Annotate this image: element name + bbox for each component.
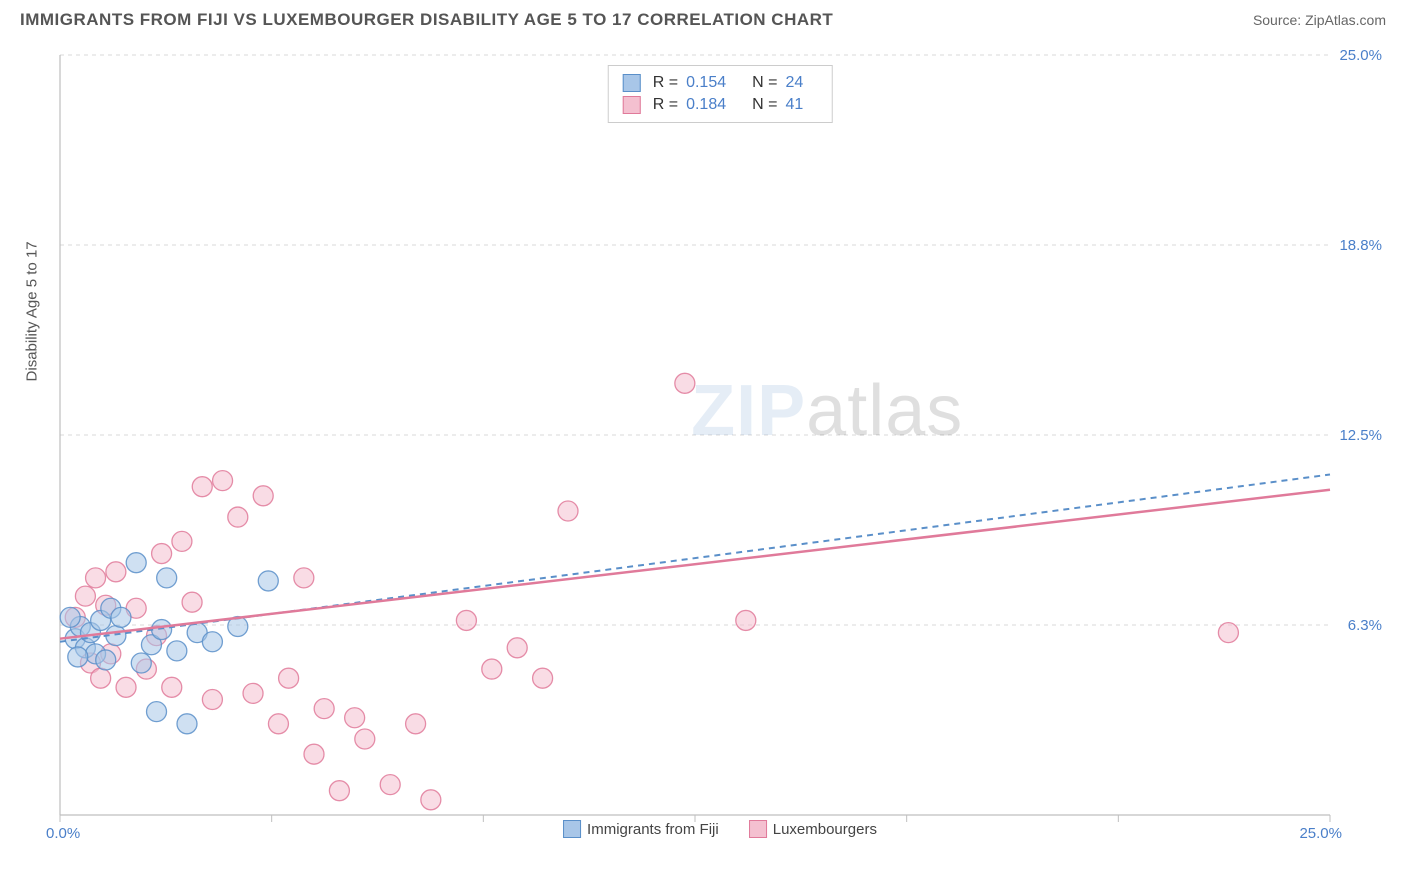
legend-label: Immigrants from Fiji (587, 821, 719, 838)
legend-swatch (623, 96, 641, 114)
stat-n-value: 24 (785, 74, 803, 92)
x-axis-max-label: 25.0% (1299, 825, 1342, 842)
series-legend: Immigrants from Fiji Luxembourgers (563, 820, 877, 838)
legend-swatch (623, 74, 641, 92)
stats-row: R = 0.154 N = 24 (623, 72, 818, 94)
stat-r-label: R = (653, 96, 678, 114)
legend-item: Luxembourgers (749, 820, 877, 838)
stat-r-label: R = (653, 74, 678, 92)
chart-source: Source: ZipAtlas.com (1253, 12, 1386, 28)
chart-header: IMMIGRANTS FROM FIJI VS LUXEMBOURGER DIS… (0, 0, 1406, 38)
legend-swatch (563, 820, 581, 838)
x-axis-min-label: 0.0% (46, 825, 80, 842)
stats-row: R = 0.184 N = 41 (623, 94, 818, 116)
legend-swatch (749, 820, 767, 838)
stat-n-value: 41 (785, 96, 803, 114)
stat-r-value: 0.184 (686, 96, 726, 114)
stat-n-label: N = (752, 74, 777, 92)
scatter-plot: 6.3% 12.5% 18.8% 25.0% (50, 45, 1390, 840)
stat-r-value: 0.154 (686, 74, 726, 92)
svg-text:25.0%: 25.0% (1339, 47, 1382, 64)
stats-legend: R = 0.154 N = 24 R = 0.184 N = 41 (608, 65, 833, 123)
chart-container: Disability Age 5 to 17 6.3%12.5%18.8%25.… (50, 45, 1390, 840)
chart-title: IMMIGRANTS FROM FIJI VS LUXEMBOURGER DIS… (20, 10, 833, 30)
svg-text:6.3%: 6.3% (1348, 617, 1382, 634)
y-axis-label: Disability Age 5 to 17 (24, 241, 41, 381)
stat-n-label: N = (752, 96, 777, 114)
legend-item: Immigrants from Fiji (563, 820, 719, 838)
svg-text:12.5%: 12.5% (1339, 427, 1382, 444)
legend-label: Luxembourgers (773, 821, 877, 838)
svg-text:18.8%: 18.8% (1339, 237, 1382, 254)
